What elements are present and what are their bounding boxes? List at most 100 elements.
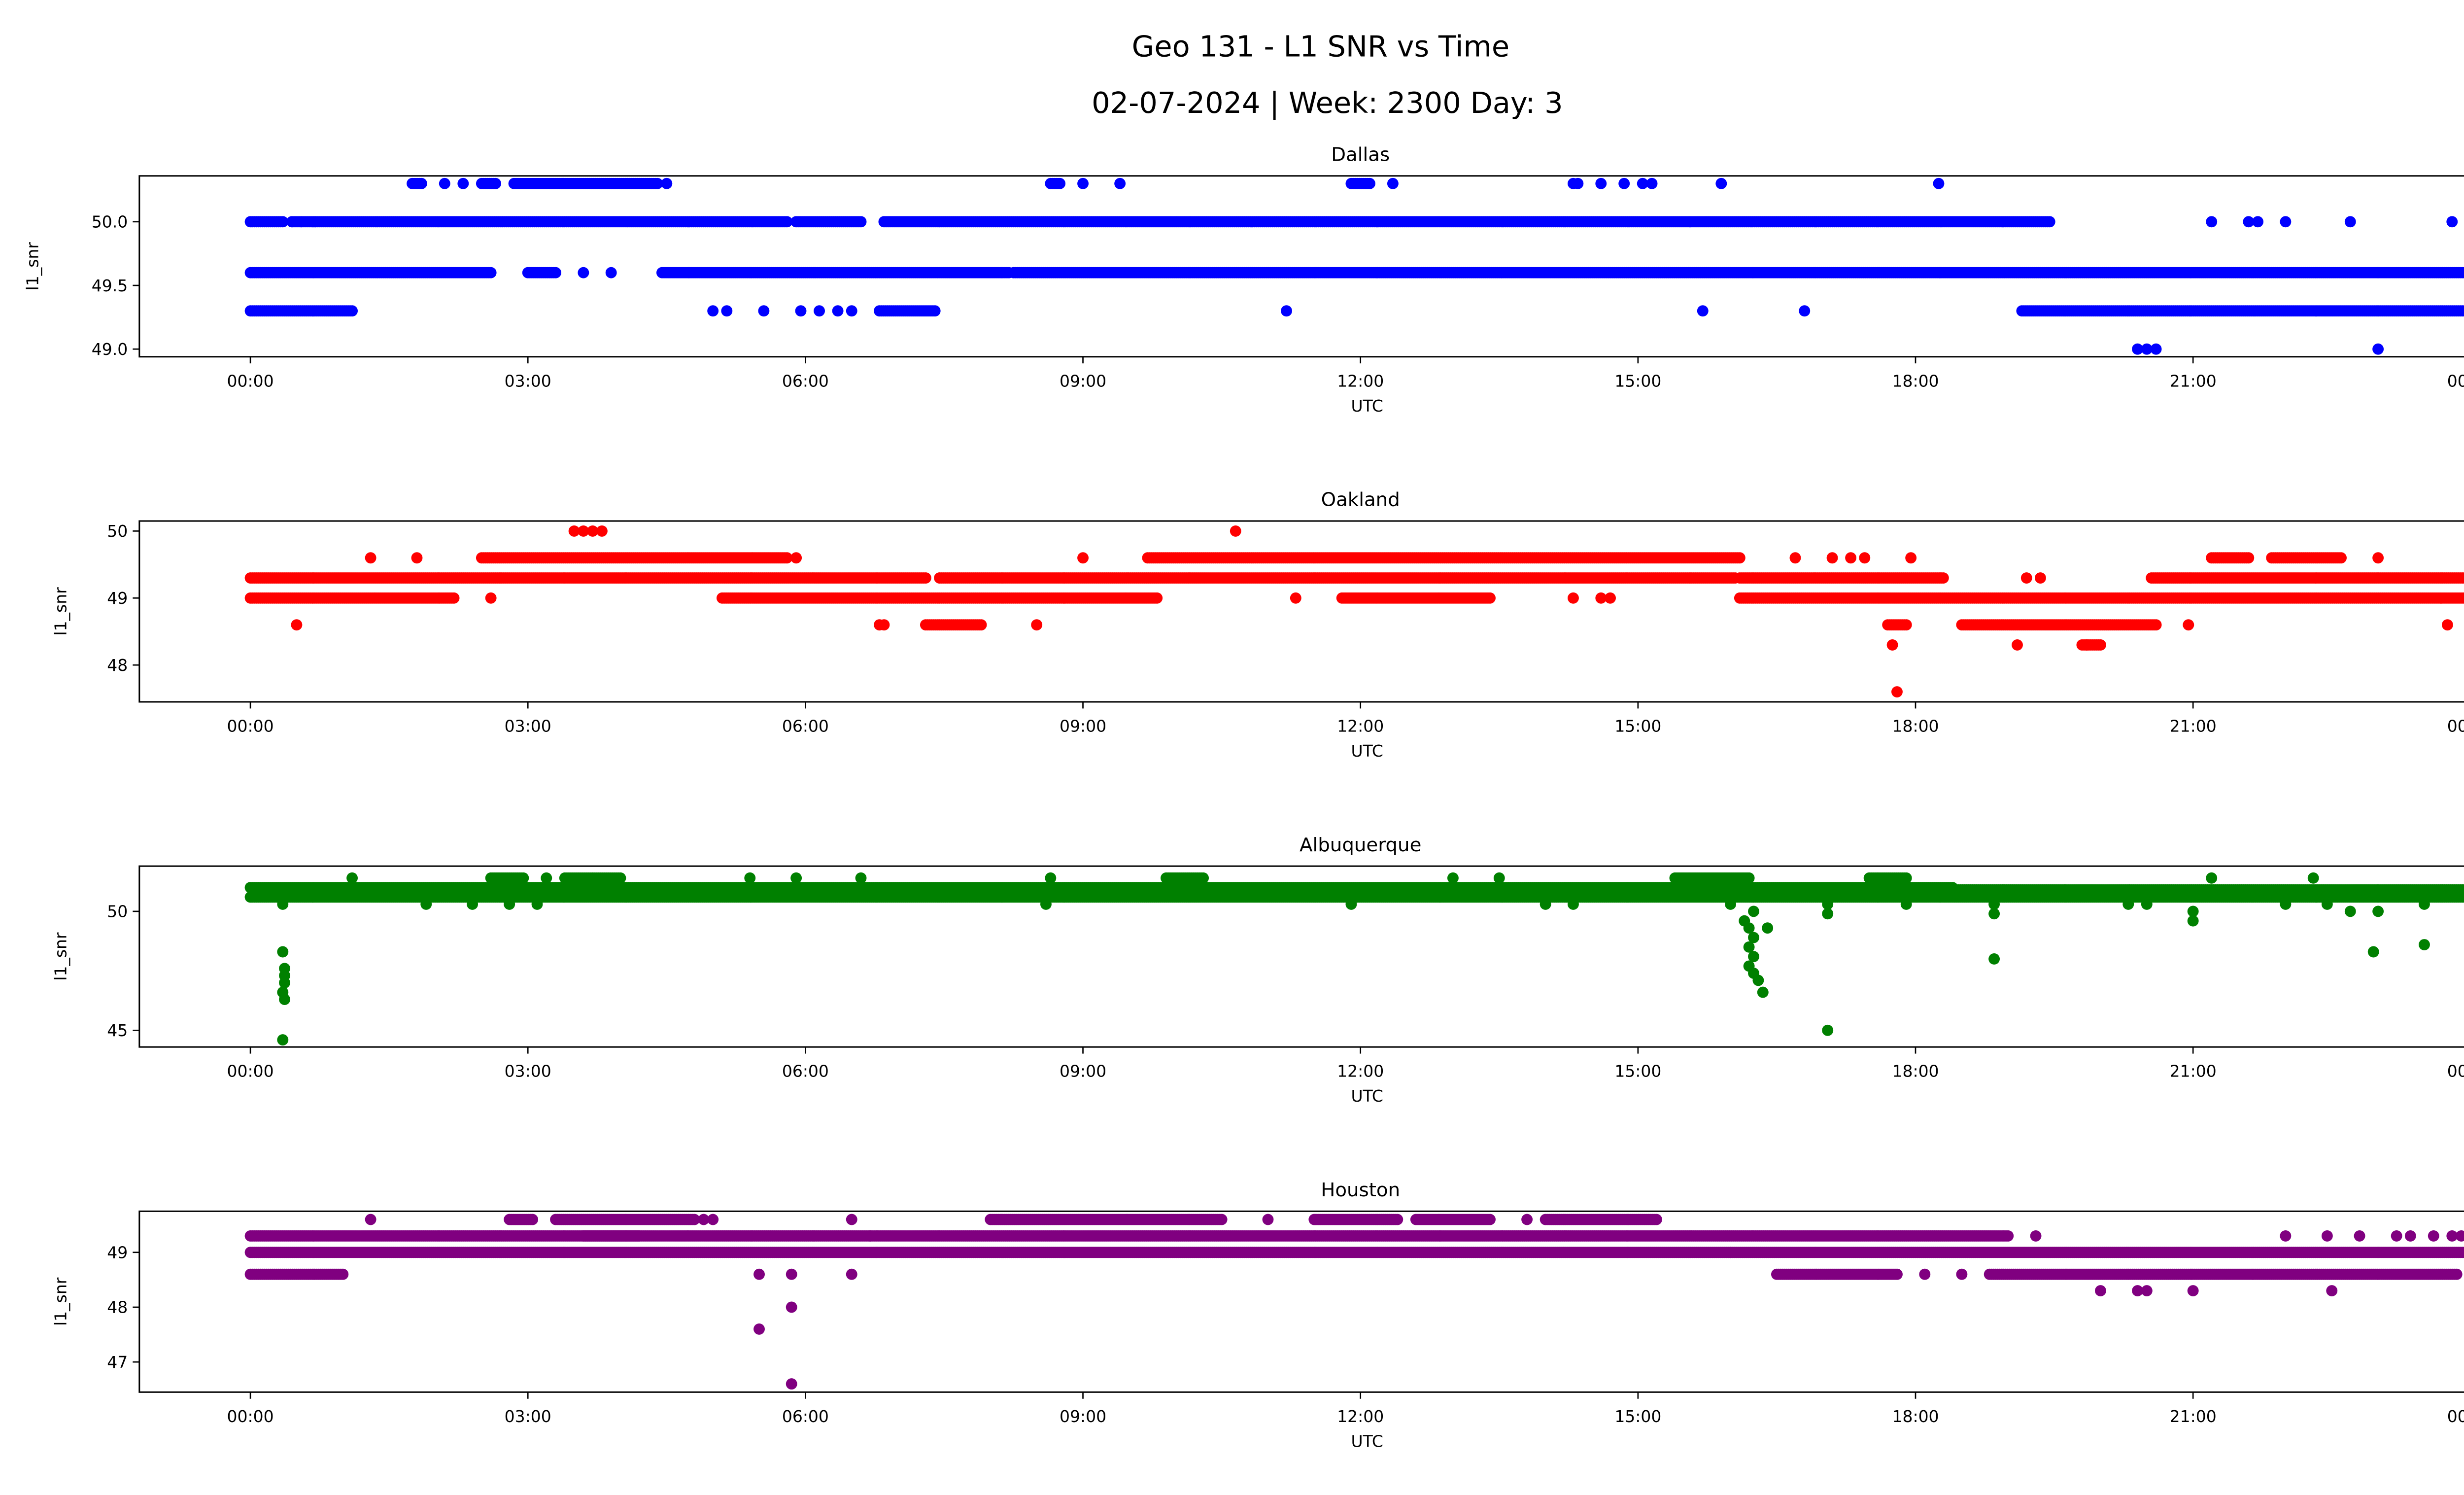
scatter-series bbox=[244, 177, 2464, 355]
scatter-point bbox=[578, 267, 589, 278]
scatter-point bbox=[1905, 552, 1917, 564]
scatter-point bbox=[1900, 619, 1912, 631]
scatter-point bbox=[411, 552, 423, 564]
scatter-point bbox=[832, 305, 844, 317]
scatter-point bbox=[1715, 177, 1727, 189]
scatter-run bbox=[2206, 552, 2255, 564]
scatter-point bbox=[2344, 216, 2356, 228]
scatter-run bbox=[1956, 619, 2162, 631]
scatter-point bbox=[1891, 686, 1903, 697]
subplot-title: Oakland bbox=[1321, 489, 1400, 511]
x-tick-label: 12:00 bbox=[1337, 371, 1384, 390]
y-tick-label: 49 bbox=[107, 589, 128, 608]
scatter-point bbox=[975, 619, 987, 631]
scatter-point bbox=[2034, 572, 2046, 584]
scatter-run bbox=[1008, 267, 2464, 278]
scatter-point bbox=[1933, 177, 1945, 189]
scatter-run bbox=[407, 177, 427, 189]
scatter-point bbox=[1886, 639, 1898, 651]
scatter-run bbox=[2146, 572, 2464, 584]
scatter-point bbox=[1290, 592, 1301, 604]
scatter-point bbox=[1281, 305, 1292, 317]
x-tick-label: 09:00 bbox=[1060, 371, 1106, 390]
scatter-point bbox=[1618, 177, 1630, 189]
x-tick-label: 00:00 bbox=[2447, 717, 2464, 736]
scatter-point bbox=[2280, 216, 2292, 228]
scatter-run bbox=[920, 619, 987, 631]
y-axis-label: l1_snr bbox=[23, 242, 42, 291]
scatter-point bbox=[485, 592, 497, 604]
scatter-point bbox=[1595, 592, 1607, 604]
scatter-point bbox=[878, 619, 890, 631]
scatter-run bbox=[286, 216, 793, 228]
subplot-title: Dallas bbox=[1331, 144, 1390, 166]
scatter-point bbox=[2243, 216, 2255, 228]
y-tick-label: 50 bbox=[107, 522, 128, 541]
scatter-point bbox=[814, 305, 825, 317]
scatter-run bbox=[508, 177, 663, 189]
scatter-run bbox=[2266, 552, 2347, 564]
scatter-run bbox=[1142, 552, 1745, 564]
x-tick-label: 06:00 bbox=[782, 717, 829, 736]
scatter-point bbox=[1364, 177, 1375, 189]
scatter-point bbox=[578, 525, 589, 537]
scatter-run bbox=[476, 552, 793, 564]
scatter-point bbox=[2463, 269, 2464, 276]
scatter-point bbox=[795, 305, 807, 317]
x-tick-label: 03:00 bbox=[505, 371, 551, 390]
scatter-point bbox=[2243, 552, 2255, 564]
scatter-point bbox=[2372, 552, 2384, 564]
scatter-point bbox=[707, 305, 719, 317]
scatter-point bbox=[2012, 639, 2023, 651]
x-tick-label: 15:00 bbox=[1614, 371, 1661, 390]
scatter-point bbox=[277, 216, 289, 228]
scatter-point bbox=[758, 305, 770, 317]
scatter-run bbox=[1882, 619, 1912, 631]
scatter-point bbox=[1937, 572, 1949, 584]
scatter-point bbox=[448, 592, 460, 604]
scatter-point bbox=[2132, 343, 2143, 355]
scatter-point bbox=[790, 552, 802, 564]
scatter-point bbox=[1151, 592, 1163, 604]
scatter-point bbox=[291, 619, 303, 631]
y-tick-label: 49.5 bbox=[92, 276, 128, 295]
scatter-point bbox=[2183, 619, 2194, 631]
scatter-point bbox=[439, 177, 450, 189]
scatter-run bbox=[2016, 305, 2464, 317]
scatter-point bbox=[1697, 305, 1709, 317]
scatter-point bbox=[1077, 177, 1089, 189]
scatter-point bbox=[1859, 552, 1871, 564]
x-axis-label: UTC bbox=[1351, 396, 1383, 416]
scatter-point bbox=[1077, 552, 1089, 564]
scatter-point bbox=[929, 305, 941, 317]
x-tick-label: 00:00 bbox=[2447, 371, 2464, 390]
y-tick-label: 50.0 bbox=[92, 212, 128, 232]
scatter-point bbox=[596, 525, 608, 537]
scatter-run bbox=[934, 572, 1741, 584]
scatter-point bbox=[568, 525, 580, 537]
scatter-point bbox=[2460, 592, 2464, 604]
scatter-point bbox=[2463, 574, 2464, 582]
scatter-point bbox=[309, 216, 321, 228]
scatter-point bbox=[781, 552, 793, 564]
scatter-run bbox=[244, 572, 931, 584]
scatter-point bbox=[415, 177, 427, 189]
scatter-point bbox=[490, 177, 501, 189]
scatter-point bbox=[2095, 639, 2106, 651]
scatter-run bbox=[716, 592, 1163, 604]
scatter-point bbox=[721, 305, 733, 317]
x-axis-label: UTC bbox=[1351, 741, 1383, 761]
scatter-point bbox=[1572, 177, 1584, 189]
scatter-run bbox=[1045, 177, 1066, 189]
scatter-point bbox=[846, 305, 857, 317]
scatter-point bbox=[2335, 552, 2347, 564]
scatter-point bbox=[2461, 573, 2464, 583]
x-tick-label: 00:00 bbox=[227, 371, 274, 390]
scatter-point bbox=[1568, 592, 1579, 604]
scatter-point bbox=[1734, 552, 1745, 564]
scatter-point bbox=[1646, 177, 1658, 189]
